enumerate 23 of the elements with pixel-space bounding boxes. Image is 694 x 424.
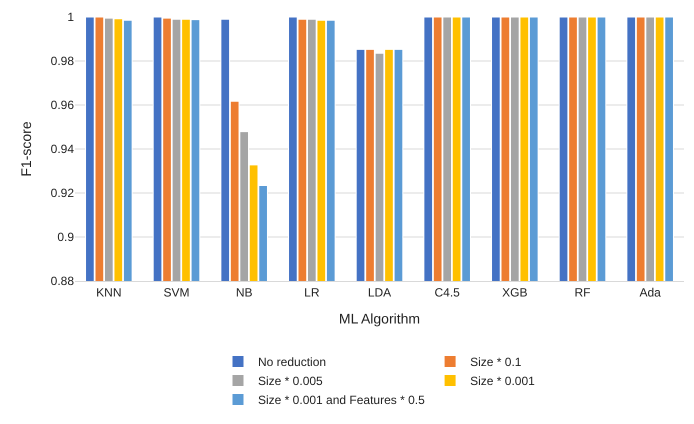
x-axis-title: ML Algorithm xyxy=(338,310,420,327)
x-tick-label: RF xyxy=(574,285,590,300)
y-axis-title: F1-score xyxy=(18,121,34,177)
x-tick-label: LR xyxy=(304,285,320,300)
x-tick-label: KNN xyxy=(96,285,122,300)
y-tick-label: 0.96 xyxy=(50,98,74,112)
y-tick-label: 0.94 xyxy=(50,142,74,156)
x-tick-label: XGB xyxy=(502,285,528,300)
x-tick-label: Ada xyxy=(639,285,662,300)
legend-label: Size * 0.001 and Features * 0.5 xyxy=(258,393,426,408)
legend-label: Size * 0.005 xyxy=(258,374,324,388)
x-tick-label: LDA xyxy=(368,285,392,300)
y-tick-label: 1 xyxy=(67,10,74,24)
x-tick-label: NB xyxy=(236,285,253,300)
legend-label: Size * 0.001 xyxy=(470,374,536,388)
x-tick-label: C4.5 xyxy=(434,285,460,300)
y-tick-label: 0.9 xyxy=(57,230,74,244)
y-tick-label: 0.92 xyxy=(50,186,74,200)
legend-label: No reduction xyxy=(258,355,326,370)
y-tick-label: 0.88 xyxy=(50,274,74,288)
legend-label: Size * 0.1 xyxy=(470,355,522,370)
x-tick-label: SVM xyxy=(163,285,190,300)
y-tick-label: 0.98 xyxy=(50,54,74,68)
